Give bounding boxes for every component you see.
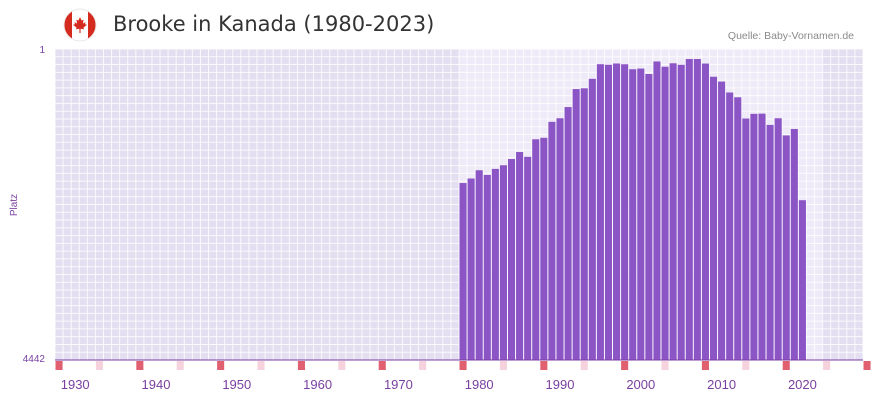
bar-2018: [782, 135, 790, 360]
grid-lines: [54, 48, 864, 361]
x-tick-1930: 1930: [61, 377, 90, 392]
year-marker-1993: [580, 361, 588, 370]
year-marker-strip: [55, 361, 871, 370]
bar-1980: [475, 170, 483, 360]
bar-1991: [564, 107, 572, 361]
bar-2015: [758, 113, 766, 360]
bar-2002: [653, 61, 661, 360]
bar-1995: [596, 64, 604, 360]
x-tick-1970: 1970: [384, 377, 413, 392]
bar-2005: [677, 64, 685, 360]
year-marker-1983: [499, 361, 507, 370]
bar-1996: [604, 64, 613, 360]
bar-1985: [516, 152, 524, 360]
bar-2017: [774, 118, 782, 361]
year-marker-2008: [701, 361, 709, 370]
chart-title: Brooke in Kanada (1980-2023): [113, 12, 435, 36]
x-tick-1960: 1960: [303, 377, 332, 392]
bar-1987: [532, 139, 540, 360]
bar-2006: [685, 59, 693, 360]
bar-2007: [693, 59, 701, 360]
bar-1994: [588, 78, 596, 361]
year-marker-1943: [176, 361, 184, 370]
bar-2009: [709, 76, 718, 360]
canada-flag-icon: [63, 8, 97, 42]
bar-1997: [613, 63, 621, 360]
bar-1990: [556, 118, 564, 361]
year-marker-2018: [782, 361, 790, 370]
year-marker-2013: [742, 361, 750, 370]
bar-2016: [766, 124, 774, 360]
year-marker-1978: [459, 361, 467, 370]
bar-2001: [645, 74, 653, 360]
bar-2020: [798, 200, 806, 360]
bar-2004: [669, 63, 677, 360]
year-marker-1928: [55, 361, 63, 370]
bar-1983: [499, 165, 507, 360]
year-marker-2003: [661, 361, 669, 370]
year-marker-1963: [338, 361, 346, 370]
bar-2003: [661, 66, 669, 360]
year-marker-2028: [863, 361, 871, 370]
x-tick-labels: 1930 1940 1950 1960 1970 1980 1990 2000 2010 2020: [61, 377, 817, 392]
bar-2013: [742, 118, 750, 361]
bar-1989: [548, 121, 556, 360]
y-top-tick-label: 1: [39, 45, 45, 56]
year-marker-1958: [297, 361, 305, 370]
year-marker-1938: [136, 361, 144, 370]
year-marker-1988: [540, 361, 548, 370]
bar-1988: [540, 137, 548, 360]
bar-2010: [718, 81, 726, 361]
source-credit: Quelle: Baby-Vornamen.de: [727, 30, 854, 42]
bar-2014: [750, 113, 758, 360]
bar-1999: [629, 69, 637, 360]
year-marker-1948: [217, 361, 225, 370]
x-tick-1990: 1990: [546, 377, 575, 392]
year-marker-1953: [257, 361, 265, 370]
bar-2011: [726, 92, 734, 360]
year-marker-2023: [823, 361, 831, 370]
bar-1982: [491, 168, 499, 360]
bar-2012: [734, 97, 742, 360]
year-marker-1968: [378, 361, 386, 370]
x-tick-2010: 2010: [707, 377, 736, 392]
bar-1981: [483, 174, 491, 360]
bar-1993: [580, 88, 588, 360]
bar-1979: [467, 178, 475, 360]
y-axis-label: Platz: [9, 194, 20, 216]
bar-1998: [621, 64, 629, 360]
x-tick-1980: 1980: [465, 377, 494, 392]
year-marker-1973: [419, 361, 427, 370]
bar-2019: [790, 128, 798, 360]
x-tick-2000: 2000: [626, 377, 655, 392]
x-tick-1950: 1950: [222, 377, 251, 392]
x-tick-1940: 1940: [142, 377, 171, 392]
x-tick-2020: 2020: [788, 377, 817, 392]
bar-1978: [459, 183, 467, 360]
bar-2000: [637, 68, 645, 360]
bar-1992: [572, 89, 580, 360]
y-bottom-tick-label: 4442: [23, 354, 46, 365]
bar-series: [459, 59, 806, 361]
bar-1984: [507, 159, 516, 360]
year-marker-1998: [621, 361, 629, 370]
bar-1986: [524, 156, 532, 360]
bar-2008: [701, 63, 709, 360]
year-marker-1933: [95, 361, 103, 370]
